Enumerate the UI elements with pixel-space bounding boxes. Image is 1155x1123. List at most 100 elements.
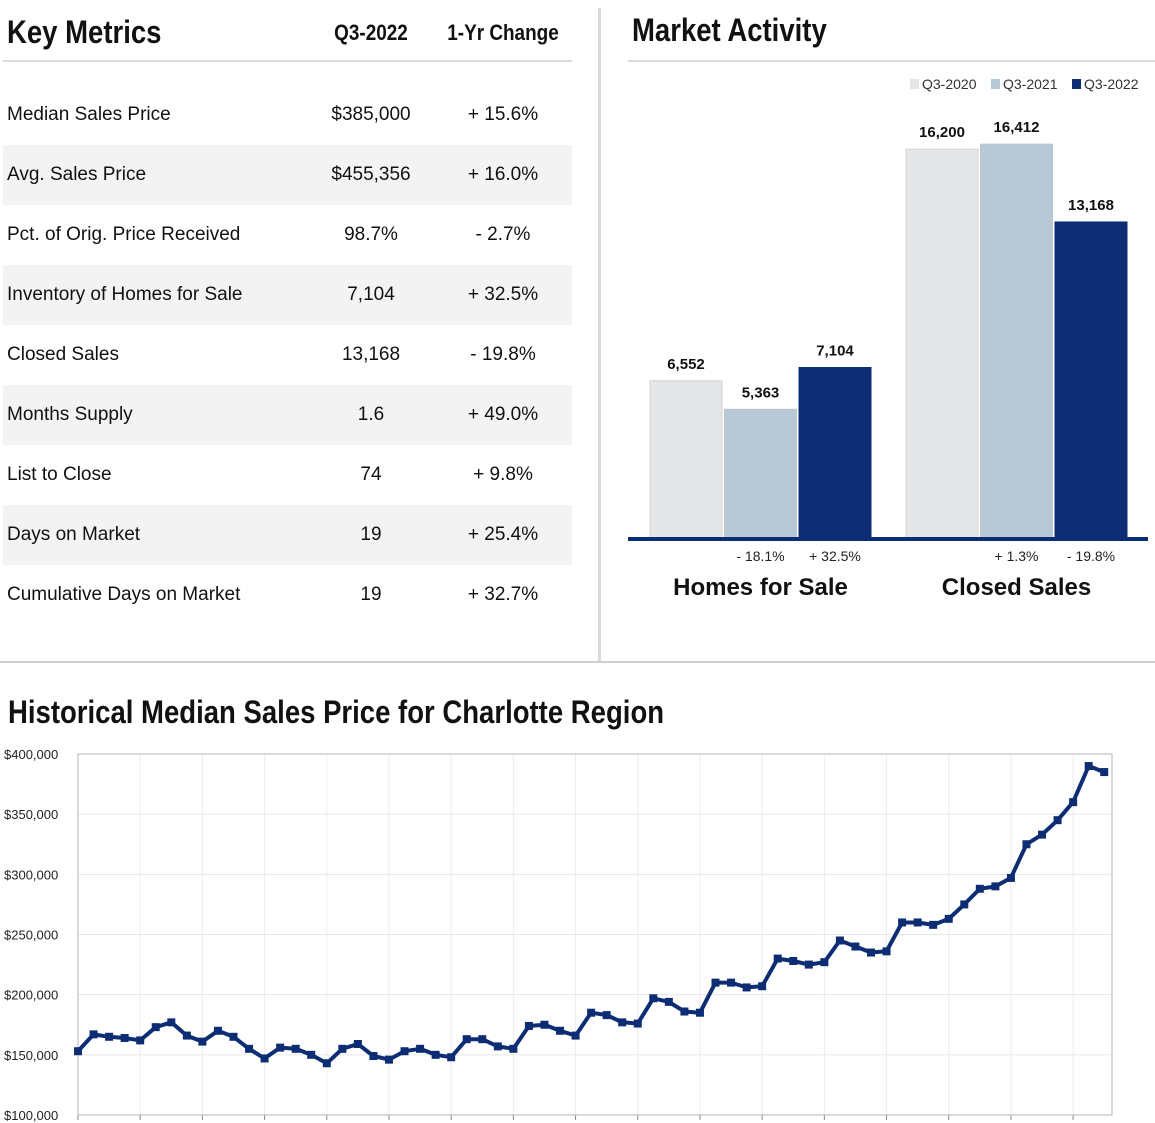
data-point bbox=[1069, 798, 1078, 807]
metric-row: List to Close 74 + 9.8% bbox=[3, 445, 572, 505]
data-point bbox=[245, 1044, 254, 1053]
data-point bbox=[960, 900, 969, 909]
historical-chart-title: Historical Median Sales Price for Charlo… bbox=[8, 694, 665, 730]
market-activity-chart: Q3-2020 Q3-2021 Q3-2022 6,552 5,363 7,104 - 18… bbox=[628, 76, 1148, 601]
key-metrics-rows: Median Sales Price $385,000 + 15.6% Avg. Sa… bbox=[3, 85, 572, 625]
data-point bbox=[431, 1050, 440, 1059]
data-point bbox=[898, 918, 907, 927]
metric-row: Median Sales Price $385,000 + 15.6% bbox=[3, 85, 572, 145]
legend-swatch bbox=[910, 79, 919, 89]
metric-row: Cumulative Days on Market 19 + 32.7% bbox=[3, 565, 572, 625]
bar-value-label: 13,168 bbox=[1068, 197, 1114, 214]
data-point bbox=[462, 1035, 471, 1044]
metric-row: Closed Sales 13,168 - 19.8% bbox=[3, 325, 572, 385]
y-tick-label: $150,000 bbox=[4, 1048, 58, 1063]
metric-change: - 19.8% bbox=[470, 344, 536, 365]
data-point bbox=[74, 1047, 82, 1056]
bar-value-label: 16,200 bbox=[919, 124, 965, 141]
data-point bbox=[136, 1036, 145, 1045]
data-point bbox=[322, 1059, 331, 1068]
metric-label: Closed Sales bbox=[7, 344, 119, 365]
column-header-change: 1-Yr Change bbox=[447, 20, 559, 45]
data-point bbox=[773, 954, 782, 963]
metric-row: Pct. of Orig. Price Received 98.7% - 2.7% bbox=[3, 205, 572, 265]
market-activity-rule bbox=[628, 60, 1155, 62]
data-point bbox=[913, 918, 922, 927]
horizontal-divider bbox=[0, 661, 1155, 663]
metric-value: $385,000 bbox=[331, 104, 411, 125]
data-point bbox=[540, 1020, 549, 1029]
category-label: Closed Sales bbox=[942, 574, 1091, 601]
data-point bbox=[882, 947, 891, 956]
bar bbox=[724, 408, 797, 539]
change-label: - 19.8% bbox=[1067, 548, 1115, 564]
y-tick-label: $350,000 bbox=[4, 807, 58, 822]
metric-label: Avg. Sales Price bbox=[7, 164, 147, 185]
data-point bbox=[975, 884, 984, 893]
data-point bbox=[742, 983, 751, 992]
data-point bbox=[944, 914, 953, 923]
metric-label: Inventory of Homes for Sale bbox=[7, 284, 243, 305]
metric-change: + 49.0% bbox=[467, 404, 539, 425]
data-point bbox=[664, 997, 673, 1006]
data-point bbox=[260, 1054, 269, 1063]
legend-swatch bbox=[991, 79, 1000, 89]
data-point bbox=[369, 1052, 378, 1061]
legend-label: Q3-2022 bbox=[1084, 76, 1139, 92]
data-point bbox=[633, 1019, 642, 1028]
data-point bbox=[213, 1026, 222, 1035]
data-point bbox=[789, 956, 798, 965]
data-point bbox=[1038, 830, 1047, 839]
y-tick-label: $300,000 bbox=[4, 867, 58, 882]
metric-row: Inventory of Homes for Sale 7,104 + 32.5% bbox=[3, 265, 572, 325]
bar-value-label: 7,104 bbox=[816, 343, 854, 360]
y-tick-label: $200,000 bbox=[4, 988, 58, 1003]
data-point bbox=[929, 920, 938, 929]
metric-change: - 2.7% bbox=[475, 224, 531, 245]
metric-value: 98.7% bbox=[344, 224, 398, 245]
change-label: + 1.3% bbox=[995, 548, 1039, 564]
data-point bbox=[524, 1021, 533, 1030]
metric-row: Days on Market 19 + 25.4% bbox=[3, 505, 572, 565]
metric-change: + 32.7% bbox=[467, 584, 539, 605]
data-point bbox=[384, 1055, 393, 1064]
data-point bbox=[353, 1040, 362, 1049]
data-point bbox=[1053, 816, 1062, 825]
metric-row: Months Supply 1.6 + 49.0% bbox=[3, 385, 572, 445]
key-metrics-header: Key Metrics Q3-2022 1-Yr Change bbox=[3, 8, 572, 62]
data-point bbox=[556, 1026, 565, 1035]
data-point bbox=[851, 942, 860, 951]
metric-label: Median Sales Price bbox=[7, 104, 171, 125]
data-point bbox=[649, 994, 658, 1003]
historical-price-chart: $100,000 $150,000 $200,000 $250,000 $300,000… bbox=[4, 747, 1113, 1123]
metric-change: + 25.4% bbox=[467, 524, 539, 545]
metric-value: 74 bbox=[360, 464, 382, 485]
data-point bbox=[680, 1007, 689, 1016]
data-point bbox=[602, 1011, 611, 1020]
data-point bbox=[338, 1044, 347, 1053]
data-point bbox=[758, 982, 767, 991]
change-label: + 32.5% bbox=[809, 548, 861, 564]
metric-label: List to Close bbox=[7, 464, 112, 485]
data-point bbox=[89, 1030, 98, 1039]
bar bbox=[798, 367, 872, 539]
change-label: - 18.1% bbox=[736, 548, 784, 564]
metric-label: Days on Market bbox=[7, 524, 141, 545]
bar bbox=[905, 148, 979, 539]
category-label: Homes for Sale bbox=[673, 574, 848, 601]
y-tick-label: $100,000 bbox=[4, 1108, 58, 1123]
bar bbox=[980, 143, 1053, 539]
data-point bbox=[276, 1043, 285, 1052]
metric-label: Pct. of Orig. Price Received bbox=[7, 224, 241, 245]
bar-value-label: 6,552 bbox=[667, 356, 705, 373]
data-point bbox=[416, 1044, 425, 1053]
metric-label: Cumulative Days on Market bbox=[7, 584, 241, 605]
data-point bbox=[105, 1032, 114, 1041]
market-activity-title: Market Activity bbox=[632, 12, 827, 48]
data-point bbox=[587, 1008, 596, 1017]
metric-change: + 9.8% bbox=[473, 464, 533, 485]
bar-value-label: 16,412 bbox=[994, 119, 1040, 136]
data-point bbox=[618, 1018, 627, 1027]
metric-value: 1.6 bbox=[357, 404, 385, 425]
data-point bbox=[1100, 768, 1109, 777]
